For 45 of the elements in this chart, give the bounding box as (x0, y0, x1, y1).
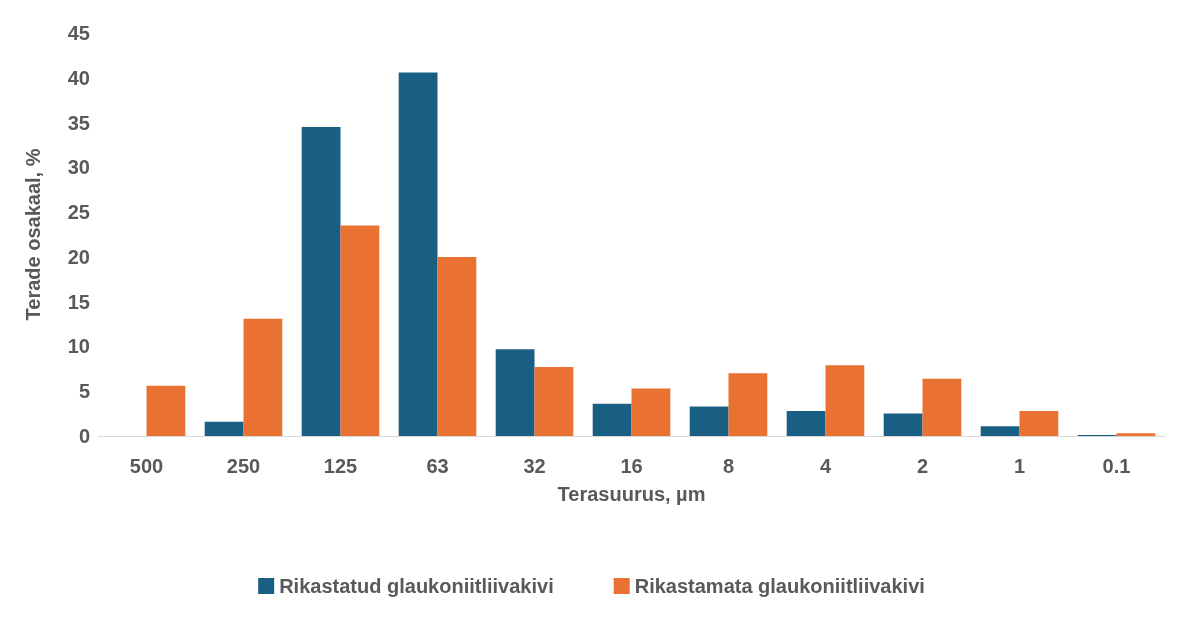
x-tick-label: 63 (426, 455, 449, 477)
bar (243, 318, 283, 436)
bar (1116, 433, 1156, 436)
bar (631, 388, 671, 436)
bar (689, 406, 729, 436)
bar (980, 426, 1020, 436)
y-tick-label: 25 (67, 201, 90, 224)
x-tick-label: 500 (129, 455, 164, 477)
y-tick-label: 5 (78, 380, 90, 403)
bar (1019, 410, 1059, 436)
bar (592, 403, 632, 436)
y-tick-label: 35 (67, 111, 90, 134)
x-tick-label: 1 (1013, 455, 1026, 477)
bar (786, 410, 826, 436)
y-axis-title: Terade osakaal, % (22, 148, 44, 321)
x-tick-label: 0.1 (1102, 455, 1131, 477)
y-tick-label: 20 (67, 245, 90, 268)
bar (534, 367, 574, 436)
y-tick-label: 10 (67, 335, 90, 358)
y-tick-label: 15 (67, 290, 90, 313)
bar (728, 373, 768, 436)
y-tick-label: 30 (67, 156, 90, 179)
x-tick-label: 16 (620, 455, 643, 477)
x-tick-label: 250 (226, 455, 261, 477)
x-tick-label: 125 (323, 455, 358, 477)
y-tick-label: 45 (67, 22, 90, 44)
legend-label: Rikastamata glaukoniitliivakivi (634, 575, 925, 597)
legend-label: Rikastatud glaukoniitliivakivi (279, 575, 554, 597)
bar (437, 256, 477, 436)
x-tick-label: 4 (819, 455, 832, 477)
x-tick-label: 32 (523, 455, 546, 477)
bar (204, 421, 244, 436)
bar (495, 349, 535, 436)
y-tick-label: 40 (67, 66, 90, 89)
bar (146, 385, 186, 436)
x-axis-title: Terasuurus, µm (557, 483, 706, 505)
bar (340, 225, 380, 436)
bar (301, 127, 341, 436)
bar (398, 72, 438, 436)
x-tick-label: 2 (916, 455, 929, 477)
y-tick-label: 0 (78, 425, 90, 447)
bar (922, 378, 962, 436)
bar (825, 365, 865, 436)
x-tick-label: 8 (722, 455, 735, 477)
bar (883, 413, 923, 436)
